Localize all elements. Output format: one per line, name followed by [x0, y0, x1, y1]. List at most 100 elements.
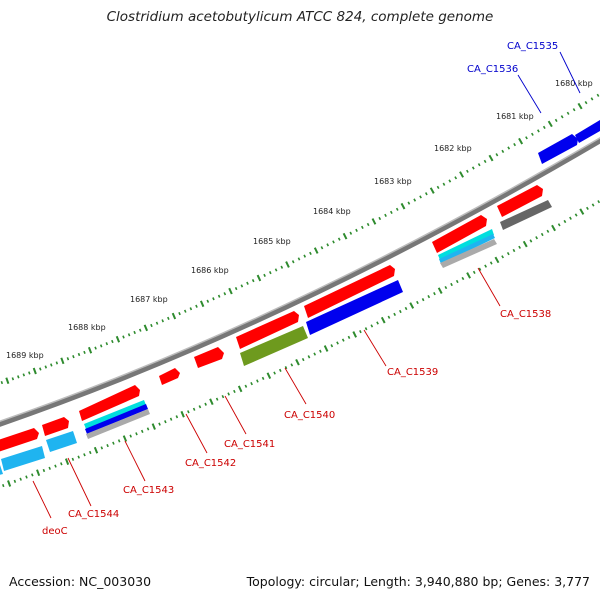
- ruler-minor-tick: [138, 328, 142, 332]
- ruler-minor-tick: [566, 111, 570, 115]
- ruler-minor-tick: [28, 371, 31, 375]
- ruler-minor-tick: [506, 252, 510, 256]
- ruler-minor-tick: [347, 335, 351, 339]
- gene-labels: CA_C1535 CA_C1536 CA_C1538 CA_C1539 CA_C…: [42, 41, 558, 537]
- feature-box: [84, 400, 146, 429]
- ruler-minor-tick: [478, 267, 482, 271]
- gene-label-ca-c1542: CA_C1542: [185, 458, 236, 469]
- leader-line: [67, 457, 92, 507]
- feature-arrow: [304, 265, 395, 318]
- ruler-major-tick: [5, 377, 10, 385]
- ruler-minor-tick: [164, 420, 167, 424]
- ruler-minor-tick: [99, 344, 103, 348]
- gene-label-ca-c1541: CA_C1541: [224, 439, 275, 450]
- ruler-major-tick: [64, 458, 70, 465]
- ruler-minor-tick: [596, 93, 600, 97]
- ruler-minor-tick: [204, 402, 207, 406]
- genome-backbone: [0, 137, 600, 427]
- ruler-major-tick: [429, 187, 435, 194]
- feature-arrow: [538, 134, 578, 164]
- ruler-major-tick: [7, 480, 12, 487]
- ruler-minor-tick: [413, 198, 417, 202]
- ruler-minor-tick: [227, 392, 230, 396]
- ruler-labels: 1680 kbp 1681 kbp 1682 kbp 1683 kbp 1684…: [6, 79, 593, 360]
- ruler-minor-tick: [161, 319, 164, 323]
- ruler-label-1682: 1682 kbp: [434, 144, 472, 153]
- ruler-minor-tick: [297, 257, 301, 261]
- ruler-minor-tick: [404, 306, 408, 311]
- ruler-minor-tick: [360, 225, 364, 229]
- ruler-minor-tick: [307, 355, 311, 359]
- feature-arrow: [159, 368, 180, 385]
- ruler-minor-tick: [427, 295, 431, 299]
- inner-ruler: [2, 200, 600, 488]
- ruler-minor-tick: [518, 245, 521, 249]
- ruler-minor-tick: [569, 216, 572, 220]
- feature-box: [0, 465, 3, 475]
- ruler-minor-tick: [421, 298, 425, 302]
- ruler-label-1689: 1689 kbp: [6, 351, 44, 360]
- ruler-major-tick: [60, 357, 65, 365]
- ruler-minor-tick: [501, 255, 504, 259]
- feature-box: [85, 404, 148, 434]
- ruler-minor-tick: [501, 149, 505, 154]
- ruler-minor-tick: [303, 254, 307, 258]
- ruler-minor-tick: [560, 115, 564, 119]
- feature-box: [440, 239, 497, 268]
- ruler-major-tick: [180, 410, 185, 418]
- ruler-minor-tick: [370, 324, 374, 328]
- ruler-minor-tick: [364, 327, 368, 331]
- ruler-minor-tick: [66, 357, 70, 361]
- ruler-major-tick: [488, 154, 494, 162]
- ruler-major-tick: [547, 120, 553, 128]
- feature-arrow: [575, 120, 600, 143]
- ruler-minor-tick: [483, 159, 487, 164]
- ruler-major-tick: [400, 202, 406, 210]
- ruler-minor-tick: [341, 338, 345, 342]
- feature-box: [500, 200, 552, 230]
- ruler-minor-tick: [471, 166, 475, 170]
- ruler-label-1681: 1681 kbp: [496, 112, 534, 121]
- ruler-label-1683: 1683 kbp: [374, 177, 412, 186]
- ruler-minor-tick: [586, 206, 589, 211]
- feature-arrow: [42, 417, 69, 436]
- ruler-major-tick: [115, 335, 121, 343]
- ruler-minor-tick: [54, 464, 57, 468]
- ruler-label-1686: 1686 kbp: [191, 266, 229, 275]
- ruler-major-tick: [237, 385, 243, 393]
- ruler-minor-tick: [309, 251, 312, 255]
- ruler-minor-tick: [233, 389, 236, 394]
- ruler-minor-tick: [597, 200, 600, 204]
- ruler-minor-tick: [472, 270, 476, 274]
- ruler-minor-tick: [48, 466, 51, 470]
- ruler-minor-tick: [105, 342, 109, 346]
- ruler-minor-tick: [146, 427, 150, 431]
- leader-lines: [32, 51, 581, 519]
- map-title: Clostridium acetobutylicum ATCC 824, com…: [106, 9, 494, 25]
- ruler-minor-tick: [542, 125, 546, 130]
- leader-line: [32, 480, 52, 519]
- ruler-minor-tick: [135, 432, 138, 436]
- ruler-minor-tick: [278, 368, 282, 372]
- ruler-minor-tick: [77, 352, 81, 357]
- ruler-major-tick: [352, 331, 357, 338]
- ruler-minor-tick: [22, 373, 26, 377]
- ruler-major-tick: [32, 367, 37, 375]
- ruler-minor-tick: [529, 239, 533, 243]
- ruler-minor-tick: [60, 462, 63, 466]
- ruler-minor-tick: [461, 276, 465, 281]
- ruler-label-1687: 1687 kbp: [130, 295, 168, 304]
- ruler-major-tick: [342, 232, 348, 240]
- ruler-minor-tick: [183, 309, 187, 313]
- ruler-minor-tick: [155, 321, 159, 325]
- feature-box: [439, 234, 495, 264]
- ruler-minor-tick: [337, 237, 341, 241]
- ruler-minor-tick: [563, 219, 567, 224]
- ruler-minor-tick: [572, 108, 576, 112]
- ruler-minor-tick: [393, 312, 397, 316]
- ruler-major-tick: [209, 398, 214, 406]
- ruler-minor-tick: [359, 330, 362, 334]
- ruler-minor-tick: [320, 246, 324, 250]
- ruler-minor-tick: [535, 236, 538, 240]
- ruler-minor-tick: [444, 286, 448, 290]
